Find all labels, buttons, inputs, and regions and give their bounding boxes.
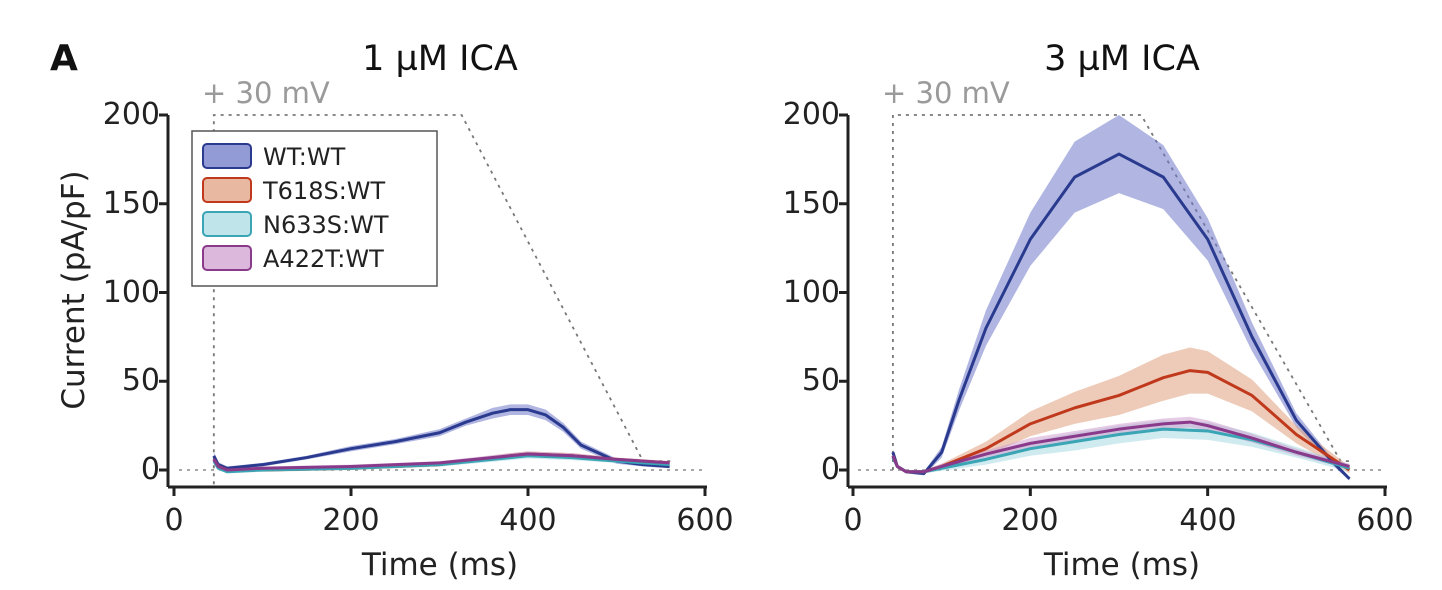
series-line-n633s-wt <box>212 454 670 474</box>
y-tick-label: 150 <box>103 186 160 221</box>
x-axis-label: Time (ms) <box>1043 547 1200 583</box>
x-tick-label: 400 <box>499 503 556 538</box>
protocol-label: + 30 mV <box>202 76 330 110</box>
error-band-a422t-wt <box>892 416 1350 474</box>
legend-label: N633S:WT <box>263 211 389 239</box>
x-axis-label: Time (ms) <box>361 547 518 583</box>
y-tick-label: 100 <box>103 275 160 310</box>
legend-swatch-a422t-wt <box>202 245 252 271</box>
tick-labels: 0 50 100 150 200 0 200 400 600 <box>783 97 1414 538</box>
chart-panel-1: 1 µM ICA + 30 mV Time (ms) Current (pA/p… <box>56 39 734 583</box>
legend: WT:WT T618S:WT N633S:WT A422T:WT <box>191 130 438 287</box>
x-tick-label: 600 <box>1356 503 1413 538</box>
x-tick-label: 400 <box>1179 503 1236 538</box>
x-tick-label: 0 <box>164 503 183 538</box>
error-band-t618s-wt <box>892 347 1350 474</box>
y-axis-label: Current (pA/pF) <box>56 170 92 409</box>
y-tick-label: 0 <box>821 452 840 487</box>
panel-label: A <box>50 38 78 79</box>
series-line-a422t-wt <box>212 452 670 472</box>
legend-label: T618S:WT <box>262 177 386 205</box>
protocol-label: + 30 mV <box>882 76 1010 110</box>
legend-swatch-n633s-wt <box>202 211 252 237</box>
series-line-a422t-wt <box>891 420 1350 474</box>
legend-label: WT:WT <box>263 143 346 171</box>
x-tick-label: 600 <box>676 503 733 538</box>
x-tick-label: 200 <box>1001 503 1058 538</box>
y-tick-label: 50 <box>802 363 840 398</box>
y-tick-label: 200 <box>783 97 840 132</box>
error-band-wt-wt <box>892 115 1350 481</box>
y-tick-label: 100 <box>783 275 840 310</box>
plot-area <box>839 113 1387 496</box>
y-tick-label: 50 <box>122 363 160 398</box>
y-tick-label: 200 <box>103 97 160 132</box>
chart-panel-2: 3 µM ICA + 30 mV Time (ms) 0 50 100 150 … <box>783 39 1414 583</box>
x-tick-label: 200 <box>322 503 379 538</box>
tick-labels: 0 50 100 150 200 0 200 400 600 <box>103 97 734 538</box>
y-tick-label: 0 <box>141 452 160 487</box>
y-tick-label: 150 <box>783 186 840 221</box>
series-line-wt-wt <box>212 408 670 470</box>
legend-swatch-wt-wt <box>202 143 252 169</box>
plot-area <box>159 113 707 496</box>
x-tick-label: 0 <box>843 503 862 538</box>
chart-title: 1 µM ICA <box>362 39 518 79</box>
legend-label: A422T:WT <box>263 245 384 273</box>
legend-swatch-t618s-wt <box>202 177 252 203</box>
chart-title: 3 µM ICA <box>1044 39 1200 79</box>
